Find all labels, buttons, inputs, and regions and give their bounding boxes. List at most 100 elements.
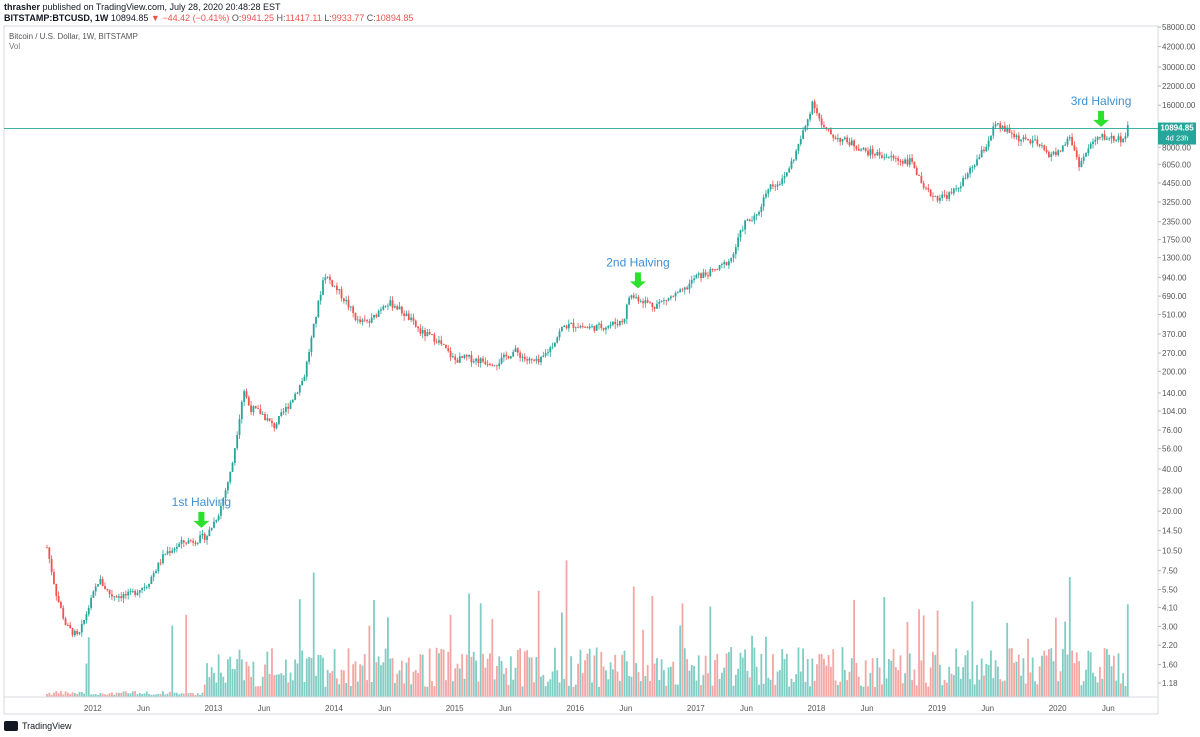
candle — [565, 325, 568, 329]
candle — [356, 319, 359, 321]
candle — [363, 319, 366, 321]
volume-bar — [375, 662, 378, 697]
y-tick-label: 4450.00 — [1162, 179, 1191, 188]
candle — [398, 306, 401, 310]
candle — [848, 142, 851, 146]
price-axis[interactable]: 58000.00 42000.00 30000.00 22000.00 16000.00… — [1158, 23, 1196, 688]
candle — [853, 140, 856, 147]
candle — [679, 289, 682, 293]
volume-bar — [208, 677, 211, 697]
candle — [1029, 140, 1032, 144]
volume-bar — [60, 691, 62, 697]
volume-bar — [1006, 622, 1009, 697]
volume-bar — [739, 652, 742, 697]
volume-bar — [1115, 680, 1118, 697]
candle — [419, 328, 422, 334]
candle — [1075, 150, 1078, 158]
candle — [765, 193, 767, 198]
volume-bar — [175, 692, 178, 697]
candle — [435, 341, 438, 343]
volume-bar — [111, 692, 113, 697]
candle — [496, 365, 498, 367]
candle — [264, 414, 266, 421]
candle — [468, 354, 471, 357]
candle — [305, 361, 308, 377]
volume-bar — [730, 647, 733, 697]
volume-bar — [261, 676, 264, 697]
volume-bar — [445, 680, 447, 697]
candle — [537, 358, 540, 363]
volume-bar — [366, 680, 368, 697]
candle — [732, 254, 735, 258]
volume-bar — [704, 655, 707, 697]
y-tick-label: 30000.00 — [1162, 63, 1196, 72]
candle — [403, 313, 406, 317]
candle — [600, 323, 603, 328]
volume-bar — [162, 691, 164, 697]
candle — [104, 586, 106, 589]
tradingview-logo-icon[interactable] — [4, 721, 18, 731]
candle — [145, 586, 148, 588]
volume-bar — [475, 660, 477, 697]
author-name[interactable]: thrasher — [4, 2, 41, 12]
volume-bar — [936, 610, 939, 697]
volume-bar — [373, 599, 375, 697]
volume-bar — [762, 683, 765, 697]
candle — [758, 211, 760, 215]
low-value: 9933.77 — [331, 13, 365, 23]
publish-info: thrasher published on TradingView.com, J… — [4, 2, 281, 12]
volume-bar — [804, 681, 807, 697]
candle — [326, 276, 329, 278]
volume-bar — [115, 692, 118, 697]
volume-bar — [412, 671, 415, 697]
volume-bar — [1008, 648, 1011, 697]
candle — [932, 196, 934, 197]
candle — [795, 150, 798, 160]
candle — [257, 408, 259, 410]
volume-bar — [1071, 650, 1074, 697]
open-label: O: — [231, 13, 242, 23]
candle — [380, 309, 382, 311]
volume-bar — [1087, 650, 1090, 697]
time-axis[interactable]: 2012 Jun 2013 Jun 2014 Jun 2015 Jun 2016 Jun 2017 J… — [4, 696, 1158, 713]
candle — [718, 264, 721, 270]
volume-bar — [456, 663, 459, 697]
candle — [920, 175, 923, 184]
volume-bar — [180, 693, 183, 697]
volume-bar — [1085, 669, 1087, 697]
candle — [598, 323, 600, 325]
volume-bar — [823, 658, 825, 697]
volume-bar — [182, 693, 185, 697]
candle — [62, 607, 65, 619]
volume-bar — [484, 667, 487, 697]
volume-bar — [788, 686, 791, 697]
candle — [618, 321, 621, 326]
candle — [1117, 136, 1120, 141]
candle — [324, 277, 327, 281]
volume-bar — [537, 590, 540, 697]
volume-bar — [143, 693, 146, 697]
volume-bar — [150, 694, 153, 697]
candle — [99, 578, 102, 585]
candle — [783, 176, 786, 179]
volume-bar — [816, 664, 818, 697]
volume-bar — [129, 693, 132, 697]
x-tick-label: Jun — [740, 704, 753, 713]
footer-brand[interactable]: TradingView — [22, 721, 72, 731]
volume-bar — [922, 615, 925, 697]
volume-bar — [1099, 666, 1101, 697]
candle — [284, 406, 287, 412]
volume-bar — [969, 679, 971, 697]
volume-bar — [329, 672, 331, 697]
volume-bar — [813, 680, 816, 697]
volume-bar — [470, 656, 473, 697]
volume-bar — [727, 652, 730, 697]
y-tick-label: 4.10 — [1162, 603, 1178, 612]
candle — [291, 399, 294, 403]
candle — [461, 356, 464, 358]
candle — [187, 540, 190, 544]
candle — [850, 140, 853, 146]
candle — [609, 324, 612, 327]
low-label: L: — [324, 13, 332, 23]
